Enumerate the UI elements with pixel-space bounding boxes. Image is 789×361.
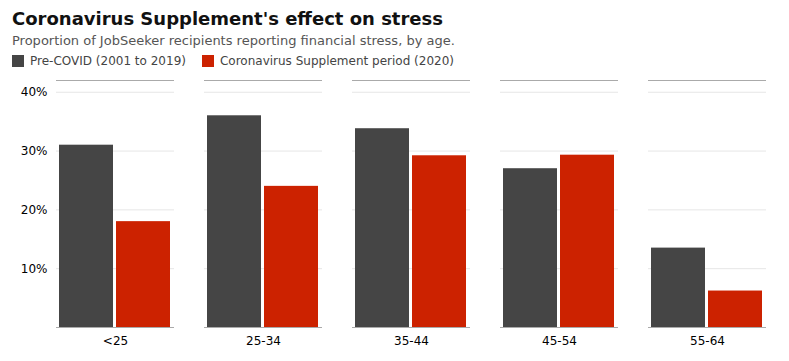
svg-text:<25: <25 — [103, 334, 128, 348]
html-text:Coronavirus Supplement's effec: Coronavirus Supplement's effect on stres… — [12, 8, 443, 29]
svg-text:35-44: 35-44 — [394, 334, 429, 348]
svg-text:10%: 10% — [21, 262, 48, 276]
html-text:Pre-COVID (2001 to 2019): Pre-COVID (2001 to 2019) — [30, 54, 186, 68]
html-text:Coronavirus Supplement period: Coronavirus Supplement period (2020) — [220, 54, 454, 68]
svg-text:55-64: 55-64 — [690, 334, 725, 348]
svg-text:45-54: 45-54 — [542, 334, 577, 348]
svg-text:40%: 40% — [21, 85, 48, 99]
svg-text:30%: 30% — [21, 144, 48, 158]
svg-text:25-34: 25-34 — [246, 334, 281, 348]
svg-text:20%: 20% — [21, 203, 48, 217]
html-text:Proportion of JobSeeker recipi: Proportion of JobSeeker recipients repor… — [12, 33, 455, 48]
